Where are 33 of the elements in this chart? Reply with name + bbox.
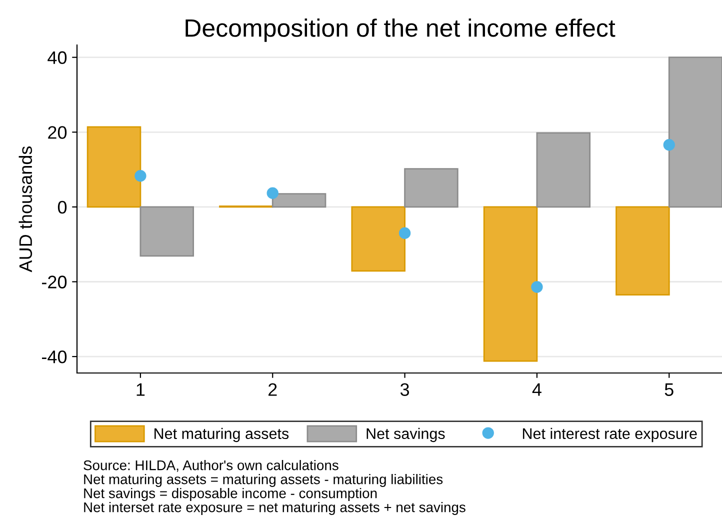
bar xyxy=(616,206,670,296)
point xyxy=(663,139,675,151)
chart-title: Decomposition of the net income effect xyxy=(186,18,616,42)
text: Net savings = disposable income - consumption xyxy=(84,488,377,501)
bar xyxy=(86,126,142,208)
x-tick-label: 2 xyxy=(268,383,277,396)
y-tick-label: 20 xyxy=(48,126,67,139)
bar xyxy=(140,206,194,257)
point xyxy=(398,227,411,239)
y-tick-label: 40 xyxy=(48,51,67,64)
bar xyxy=(536,132,591,208)
bar xyxy=(351,206,406,272)
x-tick-label: 4 xyxy=(532,383,542,396)
x-tick-label: 1 xyxy=(136,383,145,396)
y-tick-label: 0 xyxy=(58,200,67,214)
legend-label: Net maturing assets xyxy=(154,428,289,442)
point xyxy=(531,281,543,293)
legend-label: Net savings xyxy=(366,428,445,442)
y-tick-label: -40 xyxy=(42,350,67,364)
x-tick-label: 5 xyxy=(664,383,674,396)
source-note: Source: HILDA, Author's own calculations xyxy=(84,460,338,472)
point xyxy=(134,170,146,182)
y-tick-label: -20 xyxy=(42,276,67,288)
legend-label: Net interest rate exposure xyxy=(522,428,697,442)
y-axis-title: AUD thousands xyxy=(18,146,32,272)
bar xyxy=(668,56,722,208)
text: Net interset rate exposure = net maturing assets + net savings xyxy=(84,502,466,515)
x-tick-label: 3 xyxy=(400,383,410,396)
point xyxy=(266,187,278,199)
bar xyxy=(272,193,326,208)
text: Net maturing assets = maturing assets - maturing liabilities xyxy=(84,474,443,487)
bar xyxy=(483,206,538,362)
bar xyxy=(404,168,458,208)
